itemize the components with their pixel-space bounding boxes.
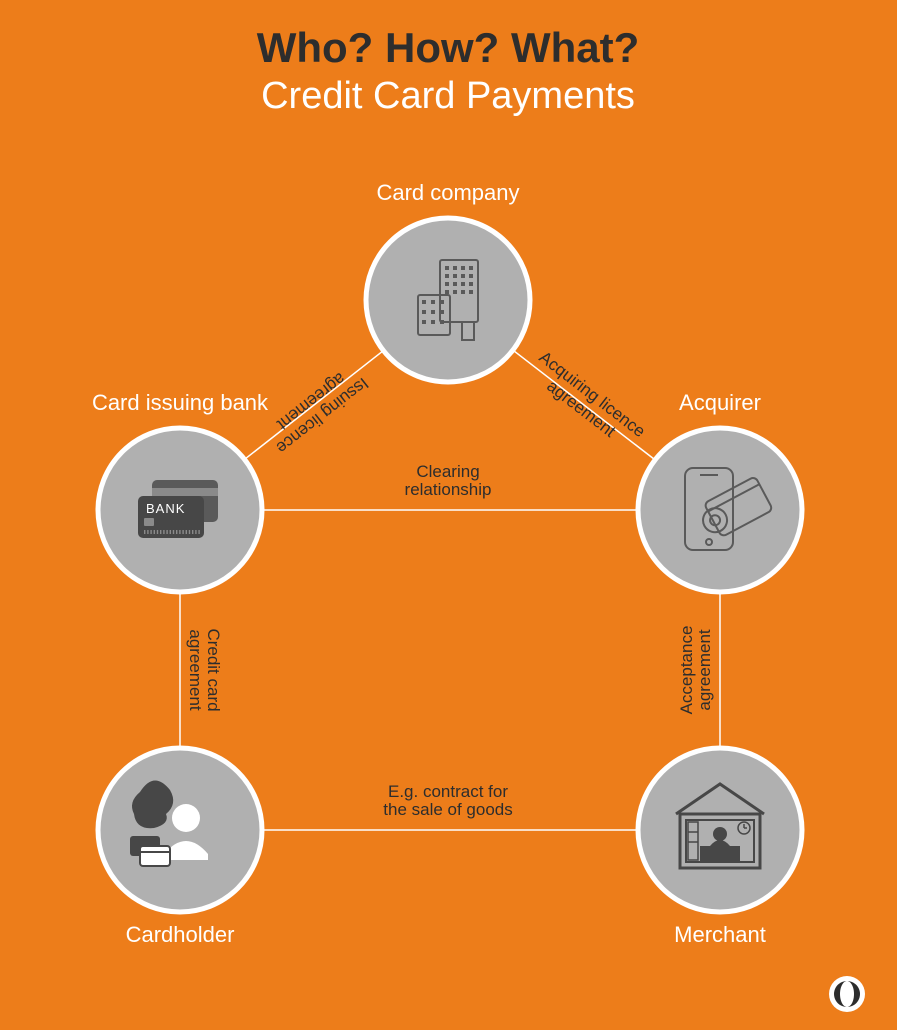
svg-text:Clearing: Clearing [416, 462, 479, 481]
node-label-issuing_bank: Card issuing bank [92, 390, 269, 415]
node-label-acquirer: Acquirer [679, 390, 761, 415]
svg-text:Acceptance: Acceptance [677, 626, 696, 715]
svg-text:E.g. contract for: E.g. contract for [388, 782, 508, 801]
title-line2: Credit Card Payments [261, 75, 635, 117]
svg-text:the sale of goods: the sale of goods [383, 800, 512, 819]
svg-text:relationship: relationship [405, 480, 492, 499]
svg-text:Credit card: Credit card [204, 628, 223, 711]
node-label-card_company: Card company [376, 180, 519, 205]
node-label-cardholder: Cardholder [126, 922, 235, 947]
diagram-svg: Who? How? What?Credit Card Payments BANK C… [0, 0, 897, 1030]
svg-text:BANK: BANK [146, 501, 185, 516]
edge-label-issuing_bank-acquirer: Clearingrelationship [405, 462, 492, 499]
edge-label-acquirer-merchant: Acceptanceagreement [677, 626, 714, 715]
node-label-merchant: Merchant [674, 922, 766, 947]
logo-icon [829, 976, 865, 1012]
title-line1: Who? How? What? [257, 24, 640, 71]
edge-label-cardholder-merchant: E.g. contract forthe sale of goods [383, 782, 512, 819]
svg-text:agreement: agreement [695, 629, 714, 711]
node-card_company [366, 218, 530, 382]
svg-text:agreement: agreement [186, 629, 205, 711]
infographic-canvas: Who? How? What?Credit Card Payments BANK C… [0, 0, 897, 1030]
edge-label-issuing_bank-cardholder: Credit cardagreement [186, 628, 223, 711]
